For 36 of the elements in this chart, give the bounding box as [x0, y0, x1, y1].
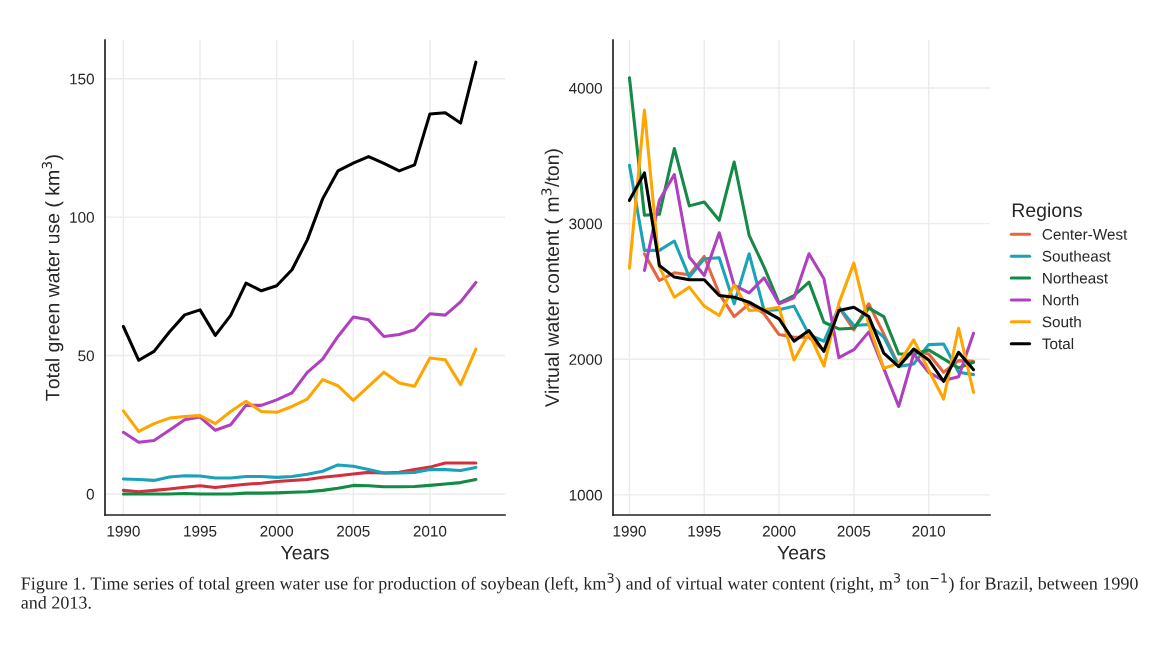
- line-series: [121, 478, 478, 496]
- y-tick-label: 0: [86, 488, 94, 500]
- line-series: [121, 463, 478, 482]
- legend-title: Regions: [1012, 202, 1082, 221]
- y-tick-label: 4000: [568, 82, 602, 94]
- line-series: [121, 280, 478, 444]
- line-series: [121, 461, 478, 494]
- y-tick-label: 2000: [569, 354, 602, 365]
- x-tick-label: 1990: [613, 525, 646, 537]
- x-tick-label: 1995: [688, 525, 721, 537]
- legend-label: Center-West: [1042, 228, 1128, 240]
- x-tick-label: 2010: [912, 525, 946, 537]
- legend-label: Southeast: [1042, 250, 1111, 262]
- x-tick-label: 2010: [413, 525, 447, 537]
- legend-label: Northeast: [1043, 272, 1108, 284]
- y-tick-label: 50: [78, 350, 94, 362]
- text: Figure 1. Time series of total green water use for production of soybean (left, km$^{3}$) and of virtual water content (right, m$^{3}$ ton$^{−1}$) for Brazil, between 1990 and 2013.: [21, 573, 1138, 609]
- x-axis-title: Years: [777, 545, 826, 560]
- x-tick-label: 2000: [762, 525, 796, 537]
- y-tick-label: 100: [70, 212, 94, 223]
- x-tick-label: 1990: [107, 525, 140, 537]
- y-tick-label: 1000: [569, 489, 602, 501]
- line-series: [121, 60, 478, 362]
- legend-label: South: [1042, 316, 1081, 328]
- x-axis-title: Years: [280, 545, 329, 560]
- x-tick-label: 2005: [337, 525, 370, 537]
- y-axis-title: Virtual water content ( m$^{3}$/ton): [541, 149, 563, 408]
- x-tick-label: 2005: [837, 525, 871, 537]
- x-tick-label: 1995: [184, 525, 217, 537]
- x-tick-label: 2000: [260, 525, 294, 537]
- y-tick-label: 150: [70, 73, 94, 85]
- y-tick-label: 3000: [569, 218, 602, 230]
- y-axis-title: Total green water use ( km$^{3}$): [41, 155, 64, 401]
- legend-label: Total: [1042, 337, 1074, 350]
- legend-label: North: [1043, 294, 1079, 306]
- line-series: [121, 347, 478, 433]
